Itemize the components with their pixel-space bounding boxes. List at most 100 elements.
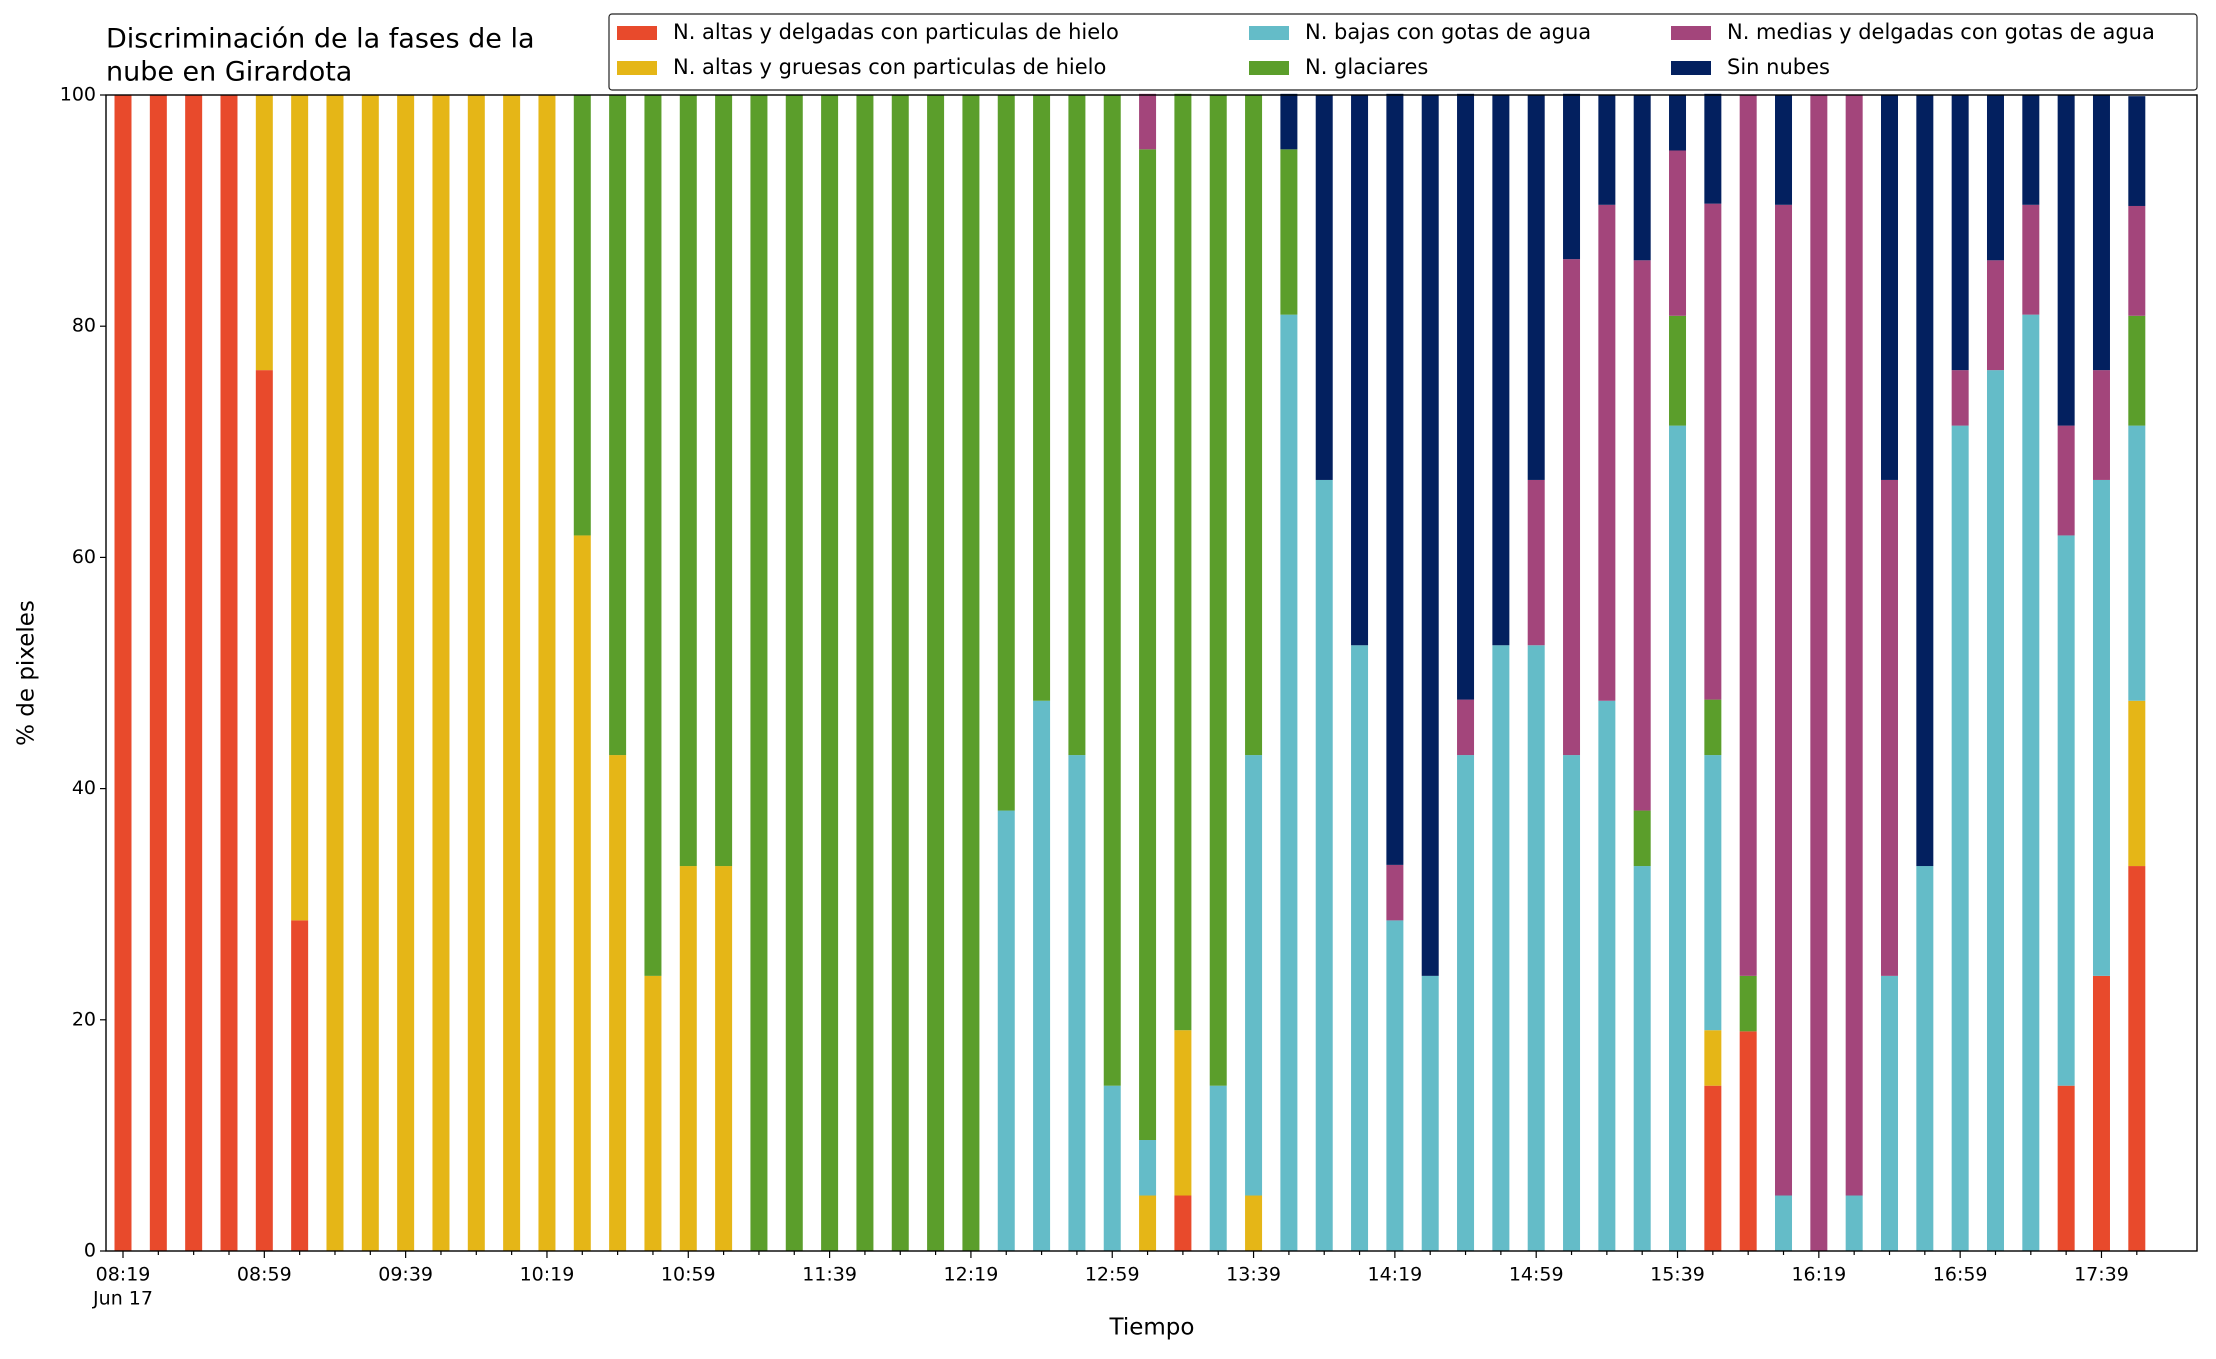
bar-segment xyxy=(1280,93,1298,150)
bar-segment xyxy=(1280,149,1298,315)
bar-segment xyxy=(185,95,203,1251)
bar-segment xyxy=(1598,204,1616,701)
bar-segment xyxy=(1174,1030,1192,1196)
bar-segment xyxy=(962,95,980,1251)
x-tick-label: 12:59 xyxy=(1085,1264,1140,1286)
bar-segment xyxy=(1315,95,1333,480)
bar-segment xyxy=(856,95,874,1251)
bar-segment xyxy=(1704,1085,1722,1251)
x-tick-label: 13:39 xyxy=(1226,1264,1281,1286)
bar-segment xyxy=(1916,95,1934,867)
bar-segment xyxy=(573,95,591,536)
bar-segment xyxy=(2128,315,2146,426)
bar-segment xyxy=(891,95,909,1251)
bar-segment xyxy=(1951,95,1969,371)
bar-segment xyxy=(750,95,768,1251)
bar-segment xyxy=(2092,370,2110,480)
bar-segment xyxy=(220,95,238,1251)
bar-segment xyxy=(1351,645,1369,1251)
bar-segment xyxy=(2057,425,2075,536)
legend-label: N. altas y delgadas con particulas de hi… xyxy=(673,20,1119,44)
bar-segment xyxy=(326,95,344,1251)
bar-segment xyxy=(2092,479,2110,976)
bar-segment xyxy=(538,95,556,1251)
bar-segment xyxy=(1669,150,1687,316)
bar-segment xyxy=(1457,755,1475,1251)
bar-segment xyxy=(2128,700,2146,867)
bar-segment xyxy=(1527,479,1545,646)
bar-segment xyxy=(609,95,627,756)
bar-segment xyxy=(1563,259,1581,756)
bar-segment xyxy=(1421,975,1439,1251)
bar-segment xyxy=(255,95,273,371)
bar-segment xyxy=(1068,95,1086,756)
bar-segment xyxy=(1704,203,1722,700)
bar-segment xyxy=(291,920,309,1251)
bar-segment xyxy=(1775,95,1793,205)
bar-segment xyxy=(1633,260,1651,811)
bar-segment xyxy=(2022,314,2040,1251)
bar-segment xyxy=(1845,95,1863,1196)
bar-segment xyxy=(997,95,1015,811)
y-tick-label: 20 xyxy=(72,1008,96,1030)
bar-segment xyxy=(927,95,945,1251)
bar-segment xyxy=(2022,204,2040,315)
bar-segment xyxy=(1457,699,1475,756)
x-axis-label: Tiempo xyxy=(1109,1315,1195,1341)
legend-swatch xyxy=(617,26,657,40)
bar-segment xyxy=(1739,975,1757,1032)
bar-segment xyxy=(679,95,697,867)
bar-segment xyxy=(1209,95,1227,1086)
bar-segment xyxy=(1986,370,2004,1251)
x-tick-label: 14:19 xyxy=(1367,1264,1422,1286)
bar-segment xyxy=(255,370,273,1251)
legend-label: N. altas y gruesas con particulas de hie… xyxy=(673,55,1106,79)
bar-segment xyxy=(715,866,733,1251)
bar-segment xyxy=(1421,95,1439,976)
bar-segment xyxy=(821,95,839,1251)
legend-swatch xyxy=(1249,26,1289,40)
x-tick-label: 16:19 xyxy=(1791,1264,1846,1286)
y-tick-label: 40 xyxy=(72,777,96,799)
bar-segment xyxy=(1704,93,1722,204)
bar-segment xyxy=(1209,1085,1227,1251)
legend-swatch xyxy=(617,61,657,75)
bar-segment xyxy=(1245,1195,1263,1251)
bar-segment xyxy=(1315,479,1333,1251)
y-tick-label: 80 xyxy=(72,315,96,337)
bar-segment xyxy=(1881,975,1898,1251)
x-tick-label: 10:59 xyxy=(661,1264,716,1286)
bar-segment xyxy=(1633,866,1651,1251)
bar-segment xyxy=(1739,95,1757,976)
bar-segment xyxy=(2057,535,2075,1086)
bar-segment xyxy=(1527,95,1545,480)
bar-segment xyxy=(609,755,627,1251)
bar-segment xyxy=(1633,95,1651,261)
bar-segment xyxy=(1033,95,1051,701)
y-tick-label: 0 xyxy=(84,1240,96,1262)
bar-segment xyxy=(1704,755,1722,1031)
bar-segment xyxy=(1986,260,2004,371)
bar-segment xyxy=(997,810,1015,1251)
bar-segment xyxy=(1386,93,1404,865)
bar-segment xyxy=(1704,699,1722,756)
bar-segment xyxy=(2128,96,2146,206)
legend-label: N. bajas con gotas de agua xyxy=(1305,20,1591,44)
x-tick-label: 09:39 xyxy=(378,1264,433,1286)
x-tick-label: 08:19 xyxy=(96,1264,151,1286)
bar-segment xyxy=(149,95,167,1251)
bar-segment xyxy=(785,95,803,1251)
bar-segment xyxy=(1492,645,1510,1251)
bar-segment xyxy=(1245,755,1263,1196)
y-axis-label: % de pixeles xyxy=(14,600,40,746)
bar-segment xyxy=(1881,479,1898,976)
bar-segment xyxy=(2022,95,2040,205)
bar-segment xyxy=(1775,1195,1793,1251)
bar-segment xyxy=(397,95,415,1251)
bar-segment xyxy=(432,95,450,1251)
bar-segment xyxy=(1139,1140,1157,1196)
x-tick-label: 14:59 xyxy=(1509,1264,1564,1286)
bar-segment xyxy=(1068,755,1086,1251)
y-tick-label: 60 xyxy=(72,546,96,568)
